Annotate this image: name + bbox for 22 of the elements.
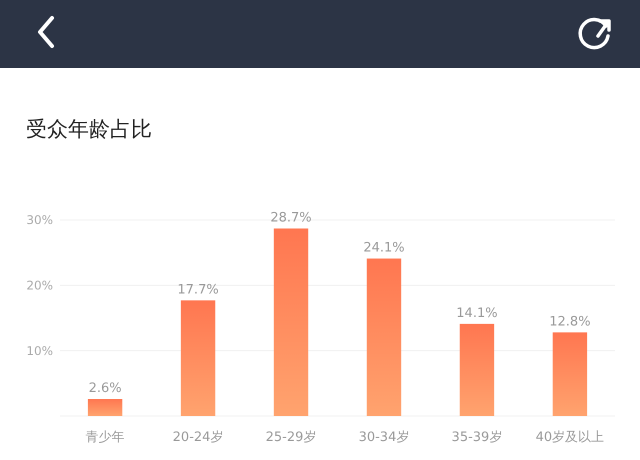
x-tick-label: 40岁及以上: [536, 430, 604, 445]
data-label: 28.7%: [270, 210, 312, 226]
bar: [180, 300, 216, 416]
bar: [88, 399, 122, 416]
y-tick-label: 10%: [26, 344, 53, 358]
chart-title: 受众年龄占比: [26, 117, 152, 141]
data-label: 24.1%: [363, 240, 405, 256]
data-label: 12.8%: [549, 314, 591, 330]
data-label: 17.7%: [177, 282, 219, 298]
bar: [460, 324, 494, 416]
data-label: 14.1%: [456, 306, 498, 321]
x-tick-label: 25-29岁: [266, 430, 316, 445]
bar: [552, 332, 588, 416]
y-tick-label: 30%: [26, 213, 53, 228]
bar: [366, 258, 402, 416]
y-tick-label: 20%: [26, 278, 53, 293]
x-tick-label: 35-39岁: [452, 430, 502, 445]
x-tick-label: 20-24岁: [172, 430, 224, 445]
bar: [274, 228, 308, 416]
x-tick-label: 30-34岁: [358, 430, 410, 445]
x-tick-label: 青少年: [86, 430, 125, 445]
data-label: 2.6%: [88, 381, 122, 396]
